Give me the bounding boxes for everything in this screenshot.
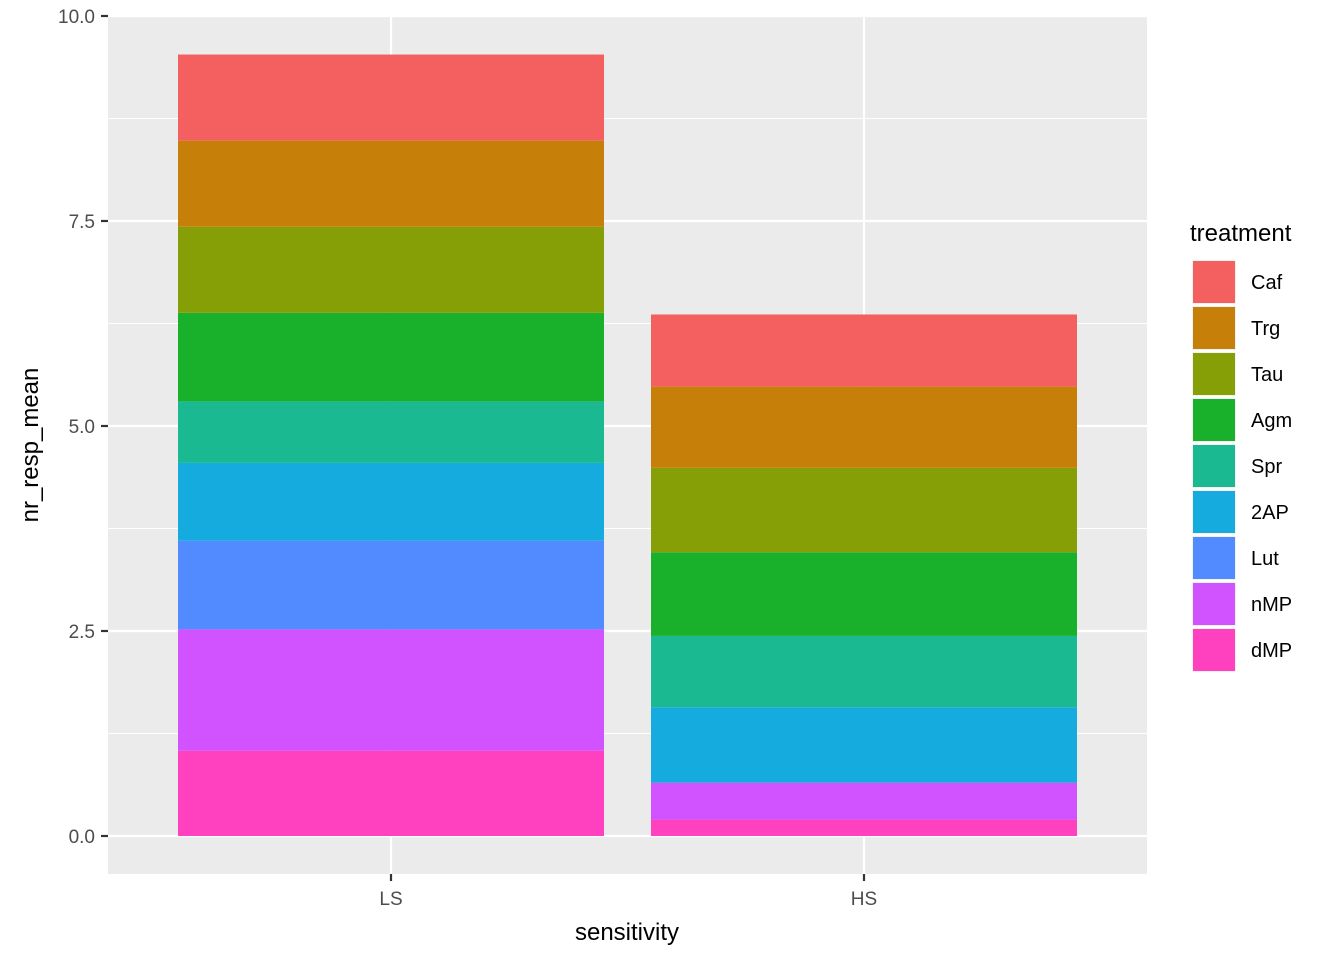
legend-label: 2AP [1251, 502, 1289, 524]
x-tick-label: LS [379, 889, 402, 910]
legend-swatch [1193, 261, 1235, 303]
legend-item-nmp: nMP [1192, 582, 1292, 626]
bar-segment-hs-tau [651, 467, 1077, 553]
y-tick-label: 2.5 [69, 622, 95, 643]
legend-item-spr: Spr [1192, 444, 1282, 488]
legend-label: Spr [1251, 456, 1282, 478]
y-tick-label: 0.0 [69, 827, 95, 848]
legend-label: dMP [1251, 640, 1292, 662]
legend-label: Lut [1251, 548, 1279, 570]
legend-swatch [1193, 353, 1235, 395]
bar-segment-ls-agm [178, 312, 604, 402]
bar-segment-ls-dmp [178, 750, 604, 836]
legend: treatment Caf Trg Tau Agm Spr 2AP Lut nMP dMP [1190, 220, 1292, 672]
legend-label: Agm [1251, 410, 1292, 432]
legend-item-dmp: dMP [1192, 628, 1292, 672]
bar-segment-hs-spr [651, 635, 1077, 708]
y-tick-label: 7.5 [69, 212, 95, 233]
legend-item-agm: Agm [1192, 398, 1292, 442]
bar-segment-hs-nmp [651, 782, 1077, 820]
bar-segment-hs-dmp [651, 819, 1077, 836]
bar-segment-ls-lut [178, 540, 604, 630]
legend-swatch [1193, 399, 1235, 441]
x-axis-title: sensitivity [575, 919, 679, 946]
x-tick-label: HS [851, 889, 877, 910]
bar-segment-hs-caf [651, 314, 1077, 387]
legend-item-lut: Lut [1192, 536, 1279, 580]
legend-item-caf: Caf [1192, 260, 1283, 304]
y-axis-title: nr_resp_mean [17, 368, 44, 523]
legend-label: Caf [1251, 272, 1283, 294]
bar-segment-ls-tau [178, 226, 604, 313]
bar-segment-ls-caf [178, 54, 604, 141]
legend-item-trg: Trg [1192, 306, 1280, 350]
legend-item-2ap: 2AP [1192, 490, 1289, 534]
legend-swatch [1193, 537, 1235, 579]
legend-swatch [1193, 445, 1235, 487]
legend-label: Trg [1251, 318, 1280, 340]
legend-label: nMP [1251, 594, 1292, 616]
bar-segment-hs-2ap [651, 707, 1077, 783]
legend-swatch [1193, 491, 1235, 533]
legend-swatch [1193, 307, 1235, 349]
y-tick-label: 5.0 [69, 417, 95, 438]
legend-swatch [1193, 583, 1235, 625]
bars [178, 54, 1077, 836]
axes: 0.0 2.5 5.0 7.5 10.0 LS HS [58, 7, 877, 910]
bar-segment-ls-spr [178, 401, 604, 463]
y-tick-label: 10.0 [58, 7, 95, 28]
bar-segment-ls-trg [178, 140, 604, 227]
legend-item-tau: Tau [1192, 352, 1283, 396]
bar-segment-hs-trg [651, 386, 1077, 468]
bar-segment-ls-nmp [178, 629, 604, 751]
bar-segment-hs-agm [651, 552, 1077, 636]
legend-label: Tau [1251, 364, 1283, 386]
legend-title: treatment [1190, 220, 1292, 247]
legend-swatch [1193, 629, 1235, 671]
bar-segment-ls-2ap [178, 462, 604, 541]
